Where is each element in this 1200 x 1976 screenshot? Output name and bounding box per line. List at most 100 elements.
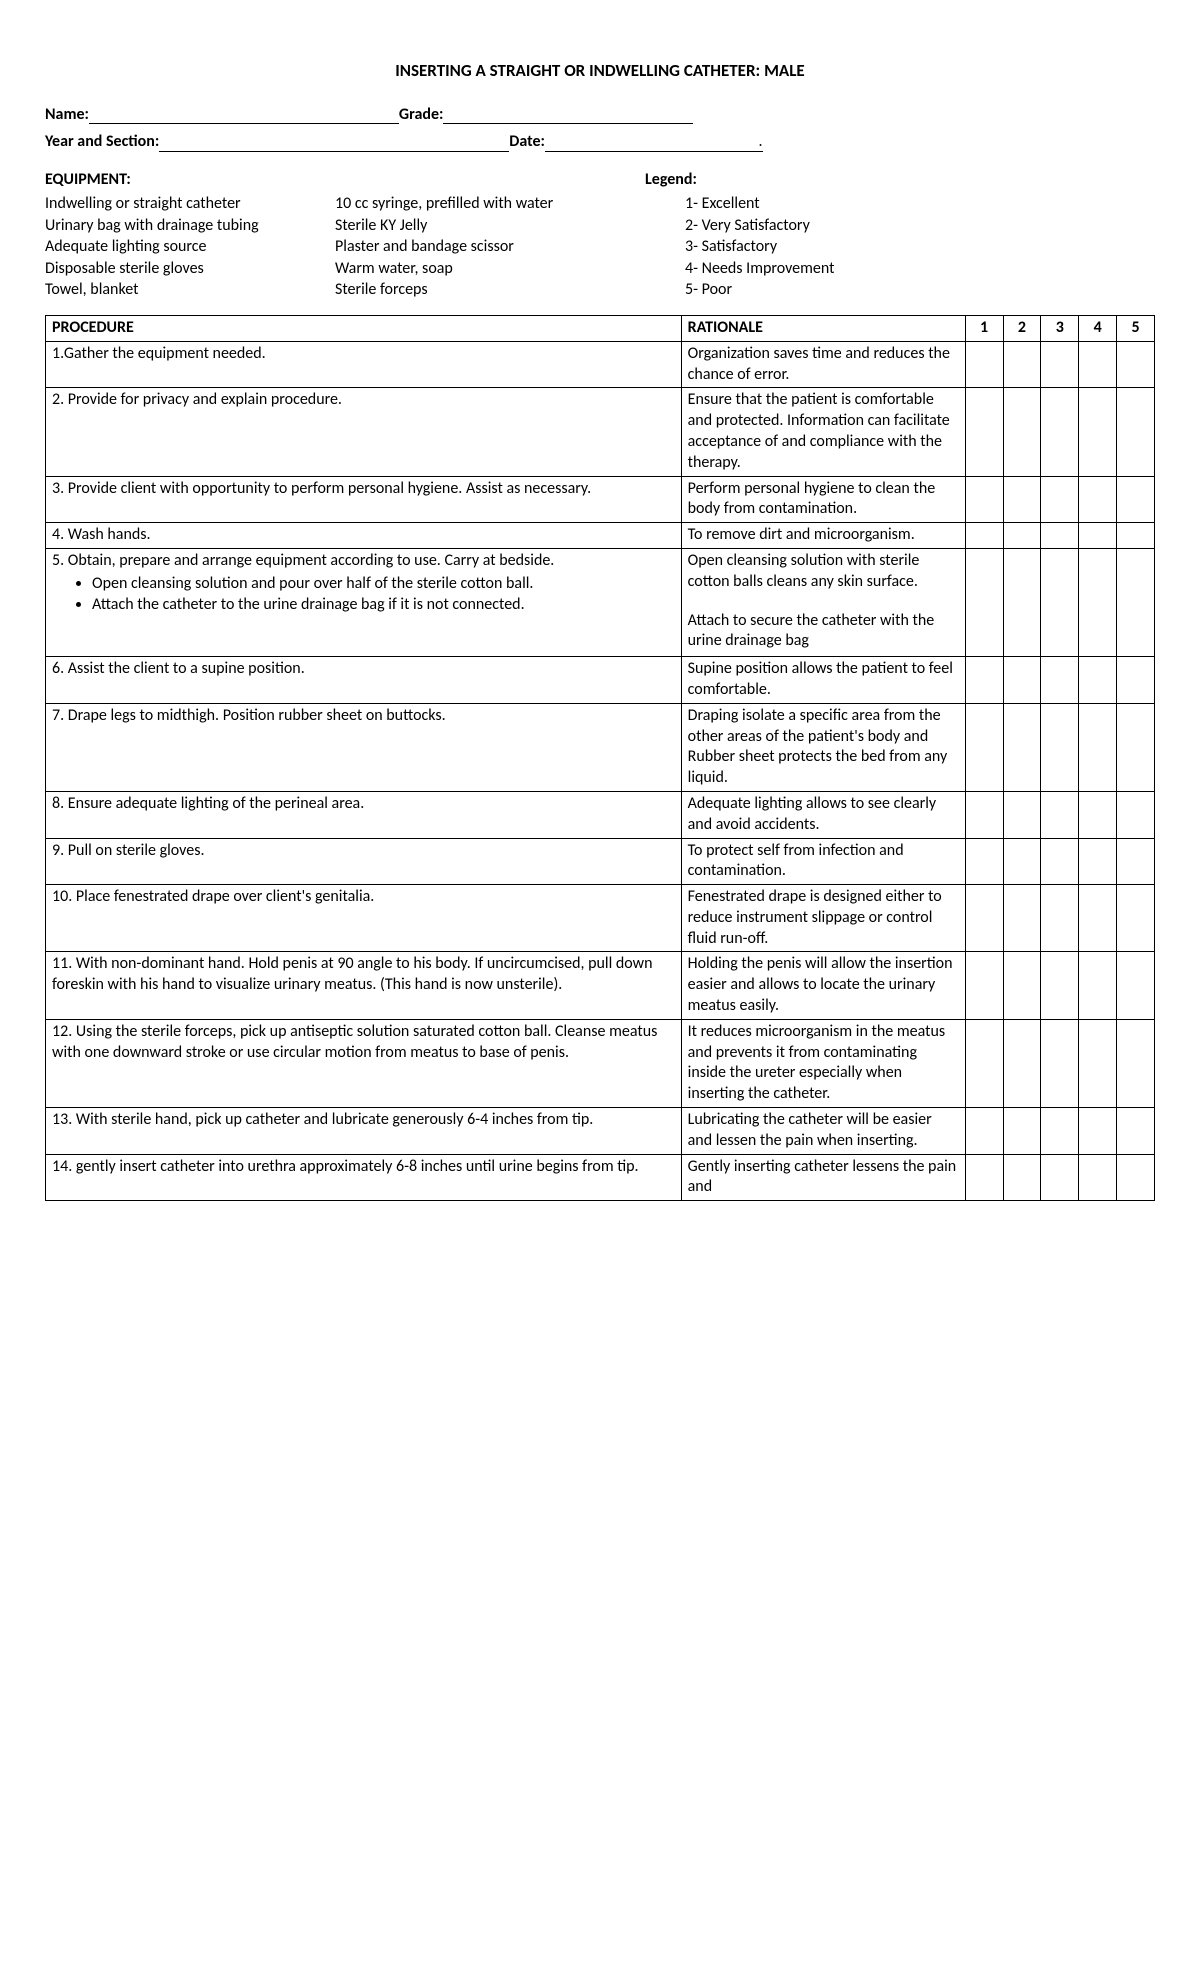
grade-blank[interactable] (443, 105, 693, 124)
score-cell[interactable] (1117, 341, 1155, 388)
score-cell[interactable] (1003, 476, 1041, 523)
score-cell[interactable] (1117, 703, 1155, 791)
equip-item: Sterile KY Jelly (335, 215, 585, 237)
score-cell[interactable] (1117, 523, 1155, 549)
score-cell[interactable] (1041, 1019, 1079, 1107)
year-label: Year and Section: (45, 132, 159, 152)
equip-item: Urinary bag with drainage tubing (45, 215, 335, 237)
procedure-cell: 8. Ensure adequate lighting of the perin… (46, 791, 682, 838)
rationale-cell: Holding the penis will allow the inserti… (681, 952, 965, 1019)
score-cell[interactable] (965, 1154, 1003, 1201)
score-cell[interactable] (1079, 388, 1117, 476)
score-cell[interactable] (1079, 703, 1117, 791)
table-row: 7. Drape legs to midthigh. Position rubb… (46, 703, 1155, 791)
procedure-cell: 1.Gather the equipment needed. (46, 341, 682, 388)
score-cell[interactable] (1041, 791, 1079, 838)
page-title: INSERTING A STRAIGHT OR INDWELLING CATHE… (45, 60, 1155, 81)
score-cell[interactable] (965, 548, 1003, 656)
score-cell[interactable] (1041, 703, 1079, 791)
score-cell[interactable] (1079, 791, 1117, 838)
date-label: Date: (509, 132, 545, 152)
procedure-cell: 3. Provide client with opportunity to pe… (46, 476, 682, 523)
score-cell[interactable] (1079, 838, 1117, 885)
score-cell[interactable] (965, 952, 1003, 1019)
score-cell[interactable] (1003, 952, 1041, 1019)
procedure-table: PROCEDURE RATIONALE 1 2 3 4 5 1.Gather t… (45, 315, 1155, 1201)
year-blank[interactable] (159, 132, 509, 152)
score-cell[interactable] (1003, 703, 1041, 791)
score-cell[interactable] (1079, 952, 1117, 1019)
score-cell[interactable] (1117, 885, 1155, 952)
legend-heading: Legend: (585, 170, 805, 189)
score-cell[interactable] (1041, 885, 1079, 952)
score-cell[interactable] (965, 388, 1003, 476)
equip-item: Plaster and bandage scissor (335, 236, 585, 258)
table-row: 1.Gather the equipment needed.Organizati… (46, 341, 1155, 388)
header-score-3: 3 (1041, 315, 1079, 341)
score-cell[interactable] (1117, 476, 1155, 523)
score-cell[interactable] (1003, 791, 1041, 838)
legend-item: 1- Excellent (685, 193, 834, 215)
score-cell[interactable] (1117, 548, 1155, 656)
equip-item: Indwelling or straight catheter (45, 193, 335, 215)
score-cell[interactable] (1003, 885, 1041, 952)
score-cell[interactable] (1041, 341, 1079, 388)
score-cell[interactable] (1003, 1108, 1041, 1155)
score-cell[interactable] (1003, 523, 1041, 549)
score-cell[interactable] (965, 1019, 1003, 1107)
score-cell[interactable] (1079, 1154, 1117, 1201)
procedure-cell: 14. gently insert catheter into urethra … (46, 1154, 682, 1201)
score-cell[interactable] (1041, 1154, 1079, 1201)
table-row: 5. Obtain, prepare and arrange equipment… (46, 548, 1155, 656)
equipment-col2: 10 cc syringe, prefilled with water Ster… (335, 193, 585, 301)
rationale-cell: It reduces microorganism in the meatus a… (681, 1019, 965, 1107)
score-cell[interactable] (1079, 341, 1117, 388)
score-cell[interactable] (1079, 885, 1117, 952)
table-row: 12. Using the sterile forceps, pick up a… (46, 1019, 1155, 1107)
score-cell[interactable] (1003, 1154, 1041, 1201)
score-cell[interactable] (1003, 1019, 1041, 1107)
score-cell[interactable] (1117, 657, 1155, 704)
score-cell[interactable] (1041, 952, 1079, 1019)
name-blank[interactable] (89, 105, 399, 124)
date-blank[interactable] (545, 132, 755, 152)
score-cell[interactable] (1079, 1019, 1117, 1107)
score-cell[interactable] (1041, 657, 1079, 704)
score-cell[interactable] (965, 885, 1003, 952)
score-cell[interactable] (965, 1108, 1003, 1155)
score-cell[interactable] (1041, 548, 1079, 656)
score-cell[interactable] (1079, 1108, 1117, 1155)
score-cell[interactable] (1041, 1108, 1079, 1155)
score-cell[interactable] (1117, 791, 1155, 838)
score-cell[interactable] (1117, 952, 1155, 1019)
info-content-row: Indwelling or straight catheter Urinary … (45, 193, 1155, 301)
score-cell[interactable] (1003, 838, 1041, 885)
score-cell[interactable] (965, 838, 1003, 885)
score-cell[interactable] (1079, 476, 1117, 523)
score-cell[interactable] (965, 341, 1003, 388)
score-cell[interactable] (1041, 476, 1079, 523)
score-cell[interactable] (1079, 657, 1117, 704)
score-cell[interactable] (1041, 838, 1079, 885)
score-cell[interactable] (1117, 838, 1155, 885)
score-cell[interactable] (1003, 341, 1041, 388)
score-cell[interactable] (1079, 548, 1117, 656)
score-cell[interactable] (965, 703, 1003, 791)
score-cell[interactable] (1003, 388, 1041, 476)
score-cell[interactable] (1041, 523, 1079, 549)
score-cell[interactable] (1003, 548, 1041, 656)
score-cell[interactable] (1117, 1154, 1155, 1201)
score-cell[interactable] (1117, 388, 1155, 476)
score-cell[interactable] (1117, 1019, 1155, 1107)
score-cell[interactable] (965, 476, 1003, 523)
header-rationale: RATIONALE (681, 315, 965, 341)
score-cell[interactable] (1041, 388, 1079, 476)
grade-label: Grade: (399, 105, 443, 124)
score-cell[interactable] (1003, 657, 1041, 704)
score-cell[interactable] (965, 523, 1003, 549)
rationale-cell: To remove dirt and microorganism. (681, 523, 965, 549)
score-cell[interactable] (1117, 1108, 1155, 1155)
score-cell[interactable] (1079, 523, 1117, 549)
score-cell[interactable] (965, 791, 1003, 838)
score-cell[interactable] (965, 657, 1003, 704)
